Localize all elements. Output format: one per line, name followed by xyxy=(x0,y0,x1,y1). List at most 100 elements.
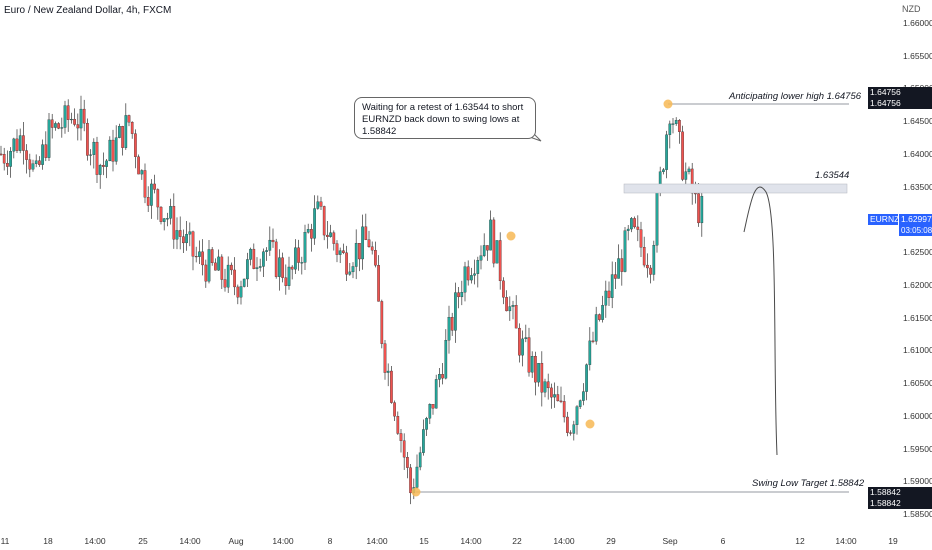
candle-up xyxy=(329,232,332,237)
price-tick: 1.65500 xyxy=(903,50,932,61)
candle-up xyxy=(482,245,486,256)
candle-up xyxy=(41,144,44,165)
time-tick: 14:00 xyxy=(272,536,294,546)
candle-up xyxy=(521,338,524,356)
candle-up xyxy=(684,171,688,180)
candle-down xyxy=(310,229,313,239)
candle-down xyxy=(214,262,217,271)
candle-down xyxy=(57,123,60,129)
time-tick: 14:00 xyxy=(460,536,482,546)
candle-up xyxy=(118,126,121,138)
candle-down xyxy=(178,230,182,237)
time-tick: 19 xyxy=(888,536,898,546)
candle-up xyxy=(537,363,540,383)
candle-down xyxy=(28,159,32,170)
candle-up xyxy=(508,306,512,312)
candle-down xyxy=(546,381,550,389)
candle-down xyxy=(191,231,195,257)
time-tick: 14:00 xyxy=(179,536,201,546)
candle-up xyxy=(348,271,352,275)
candle-up xyxy=(226,264,230,288)
symbol-label: EURNZD xyxy=(868,214,906,225)
candle-up xyxy=(18,135,22,151)
candle-up xyxy=(479,255,483,261)
candle-up xyxy=(418,452,422,468)
last-price-label: 1.62997 xyxy=(899,214,932,225)
swing-marker xyxy=(585,419,595,429)
candle-up xyxy=(428,404,432,419)
candle-down xyxy=(518,327,521,356)
candle-up xyxy=(265,250,268,252)
candle-up xyxy=(575,406,579,425)
candle-down xyxy=(342,250,345,253)
candle-up xyxy=(572,424,576,434)
candle-down xyxy=(172,206,176,240)
candle-up xyxy=(124,115,128,148)
price-tick: 1.59000 xyxy=(903,476,932,487)
candle-up xyxy=(700,195,704,224)
candle-down xyxy=(95,141,99,175)
price-tick: 1.59500 xyxy=(903,443,932,454)
candle-up xyxy=(175,230,179,240)
candle-up xyxy=(454,292,457,331)
candle-down xyxy=(159,206,163,222)
time-tick: 22 xyxy=(512,536,522,546)
last-price-badge: EURNZD 1.62997 03:05:08 xyxy=(868,214,932,236)
candle-down xyxy=(82,108,86,124)
price-tick: 1.62000 xyxy=(903,279,932,290)
candle-up xyxy=(89,154,92,156)
callout-box[interactable]: Waiting for a retest of 1.63544 to short… xyxy=(354,97,536,139)
candle-up xyxy=(604,290,608,306)
swing-marker xyxy=(663,99,673,109)
candle-up xyxy=(198,251,201,257)
candle-down xyxy=(642,247,646,266)
candle-down xyxy=(44,144,48,158)
candle-down xyxy=(399,433,403,441)
candle-down xyxy=(319,201,323,207)
currency-label: NZD xyxy=(902,4,921,14)
candle-up xyxy=(524,337,528,340)
time-tick: 14:00 xyxy=(553,536,575,546)
candle-up xyxy=(169,206,172,219)
candle-down xyxy=(380,301,384,344)
candle-up xyxy=(444,340,448,379)
candle-down xyxy=(76,124,80,129)
candle-down xyxy=(393,402,396,417)
candle-down xyxy=(620,258,624,272)
projection-path xyxy=(743,186,778,456)
candle-down xyxy=(50,119,54,128)
candle-down xyxy=(649,267,652,275)
candle-up xyxy=(476,260,480,274)
candle-up xyxy=(668,123,672,135)
candle-up xyxy=(495,240,499,264)
candle-up xyxy=(543,381,547,393)
candle-up xyxy=(79,108,83,129)
candle-down xyxy=(297,247,300,263)
candle-up xyxy=(630,218,633,230)
candle-up xyxy=(249,248,252,260)
candle-down xyxy=(130,121,134,134)
candle-down xyxy=(527,337,531,373)
candle-up xyxy=(140,170,144,175)
candle-down xyxy=(502,280,505,298)
price-tick: 1.62500 xyxy=(903,247,932,258)
candle-down xyxy=(111,139,115,162)
candle-down xyxy=(102,164,105,167)
candle-down xyxy=(591,340,595,342)
swing-low-price-label: 1.58842 xyxy=(868,498,932,509)
candle-down xyxy=(498,240,502,282)
candle-down xyxy=(335,243,339,255)
candle-down xyxy=(121,126,124,148)
candle-down xyxy=(143,170,147,198)
candle-down xyxy=(562,401,566,418)
candle-up xyxy=(530,356,534,373)
candle-down xyxy=(274,241,278,277)
candle-up xyxy=(460,292,464,298)
candle-up xyxy=(262,251,265,267)
candle-up xyxy=(425,418,428,430)
candle-up xyxy=(278,257,281,277)
swing-low-price-label: 1.58842 xyxy=(868,487,932,498)
candle-down xyxy=(38,160,41,165)
candle-up xyxy=(92,141,96,155)
